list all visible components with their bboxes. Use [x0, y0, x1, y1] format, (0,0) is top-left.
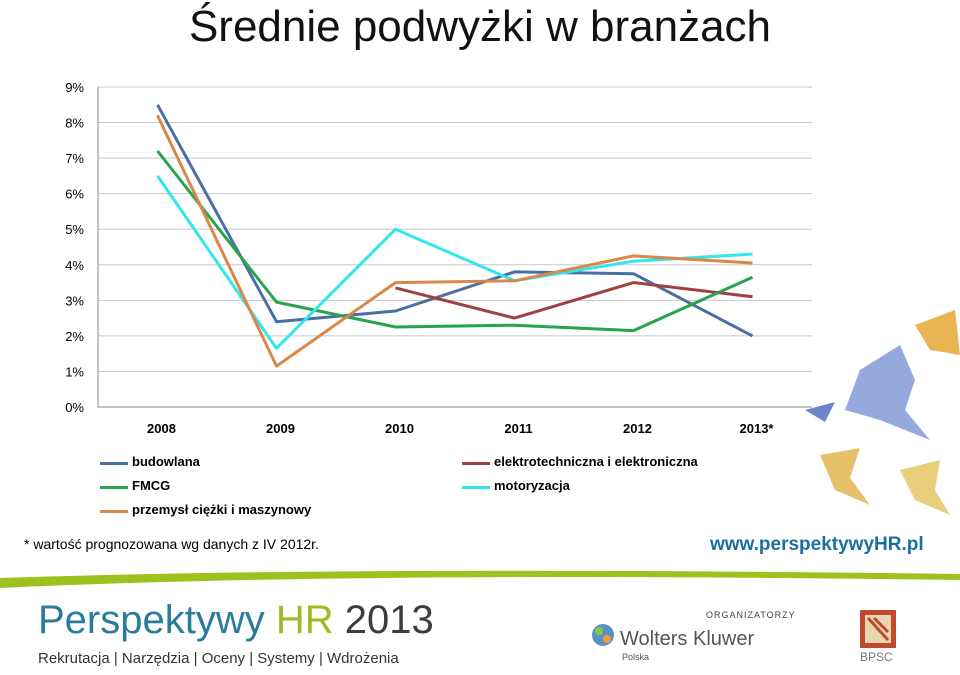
- wolters-kluwer-icon: [592, 624, 614, 646]
- bpsc-logo: BPSC: [860, 610, 896, 664]
- wolters-kluwer-logo: Wolters Kluwer Polska: [590, 622, 754, 662]
- legend-swatch: [462, 462, 490, 465]
- organizers-label: ORGANIZATORZY: [706, 610, 796, 620]
- organizer-name: BPSC: [860, 650, 893, 664]
- brand-hr: HR: [275, 598, 334, 642]
- footnote: * wartość prognozowana wg danych z IV 20…: [24, 536, 319, 552]
- chart-title: Średnie podwyżki w branżach: [188, 2, 772, 51]
- legend-swatch: [100, 486, 128, 489]
- legend-label: przemysł ciężki i maszynowy: [132, 502, 312, 517]
- brand-year: 2013: [344, 598, 434, 642]
- y-tick-label: 9%: [65, 80, 84, 95]
- event-logo: Perspektywy HR 2013: [38, 598, 434, 643]
- y-tick-label: 4%: [65, 258, 84, 273]
- legend-swatch: [462, 486, 490, 489]
- y-tick-label: 7%: [65, 151, 84, 166]
- series-line-2: [156, 150, 754, 333]
- organizer-name: Wolters Kluwer: [620, 628, 755, 650]
- series-line-1: [395, 281, 753, 320]
- y-tick-label: 3%: [65, 293, 84, 308]
- x-tick-label: 2013*: [740, 421, 775, 436]
- y-tick-label: 5%: [65, 222, 84, 237]
- y-tick-label: 6%: [65, 187, 84, 202]
- bpsc-icon: [860, 610, 896, 648]
- y-tick-label: 1%: [65, 364, 84, 379]
- x-tick-label: 2012: [623, 421, 652, 436]
- x-tick-label: 2008: [147, 421, 176, 436]
- series-line-3: [156, 175, 753, 350]
- series-line-4: [156, 114, 753, 368]
- legend-swatch: [100, 510, 128, 513]
- y-tick-label: 8%: [65, 116, 84, 131]
- legend-swatch: [100, 462, 128, 465]
- x-tick-label: 2010: [385, 421, 414, 436]
- organizer-sub: Polska: [622, 652, 650, 662]
- tagline: Rekrutacja | Narzędzia | Oceny | Systemy…: [38, 650, 399, 667]
- y-tick-label: 0%: [65, 400, 84, 415]
- legend-label: budowlana: [132, 454, 200, 469]
- website-link[interactable]: www.perspektywyHR.pl: [710, 534, 924, 555]
- x-tick-label: 2011: [504, 421, 532, 436]
- legend-label: FMCG: [132, 478, 171, 493]
- x-tick-label: 2009: [266, 421, 295, 436]
- legend-label: elektrotechniczna i elektroniczna: [494, 454, 698, 469]
- green-wave-band: [0, 570, 960, 588]
- legend-label: motoryzacja: [494, 478, 570, 493]
- line-chart: 0% 1% 2% 3% 4% 5% 6% 7% 8% 9% 2008 2009 2010 2011 201…: [65, 80, 960, 515]
- brand-name: Perspektywy: [38, 598, 265, 642]
- decorative-birds: [805, 310, 960, 515]
- y-tick-label: 2%: [65, 329, 84, 344]
